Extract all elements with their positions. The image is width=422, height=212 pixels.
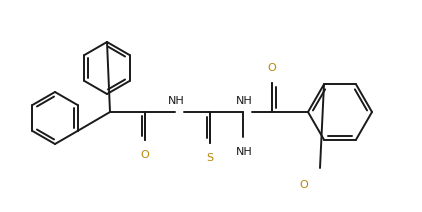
- Text: NH: NH: [235, 96, 252, 106]
- Text: S: S: [206, 153, 214, 163]
- Text: NH: NH: [168, 96, 184, 106]
- Text: O: O: [141, 150, 149, 160]
- Text: NH: NH: [235, 147, 252, 157]
- Text: O: O: [268, 63, 276, 73]
- Text: O: O: [299, 180, 308, 190]
